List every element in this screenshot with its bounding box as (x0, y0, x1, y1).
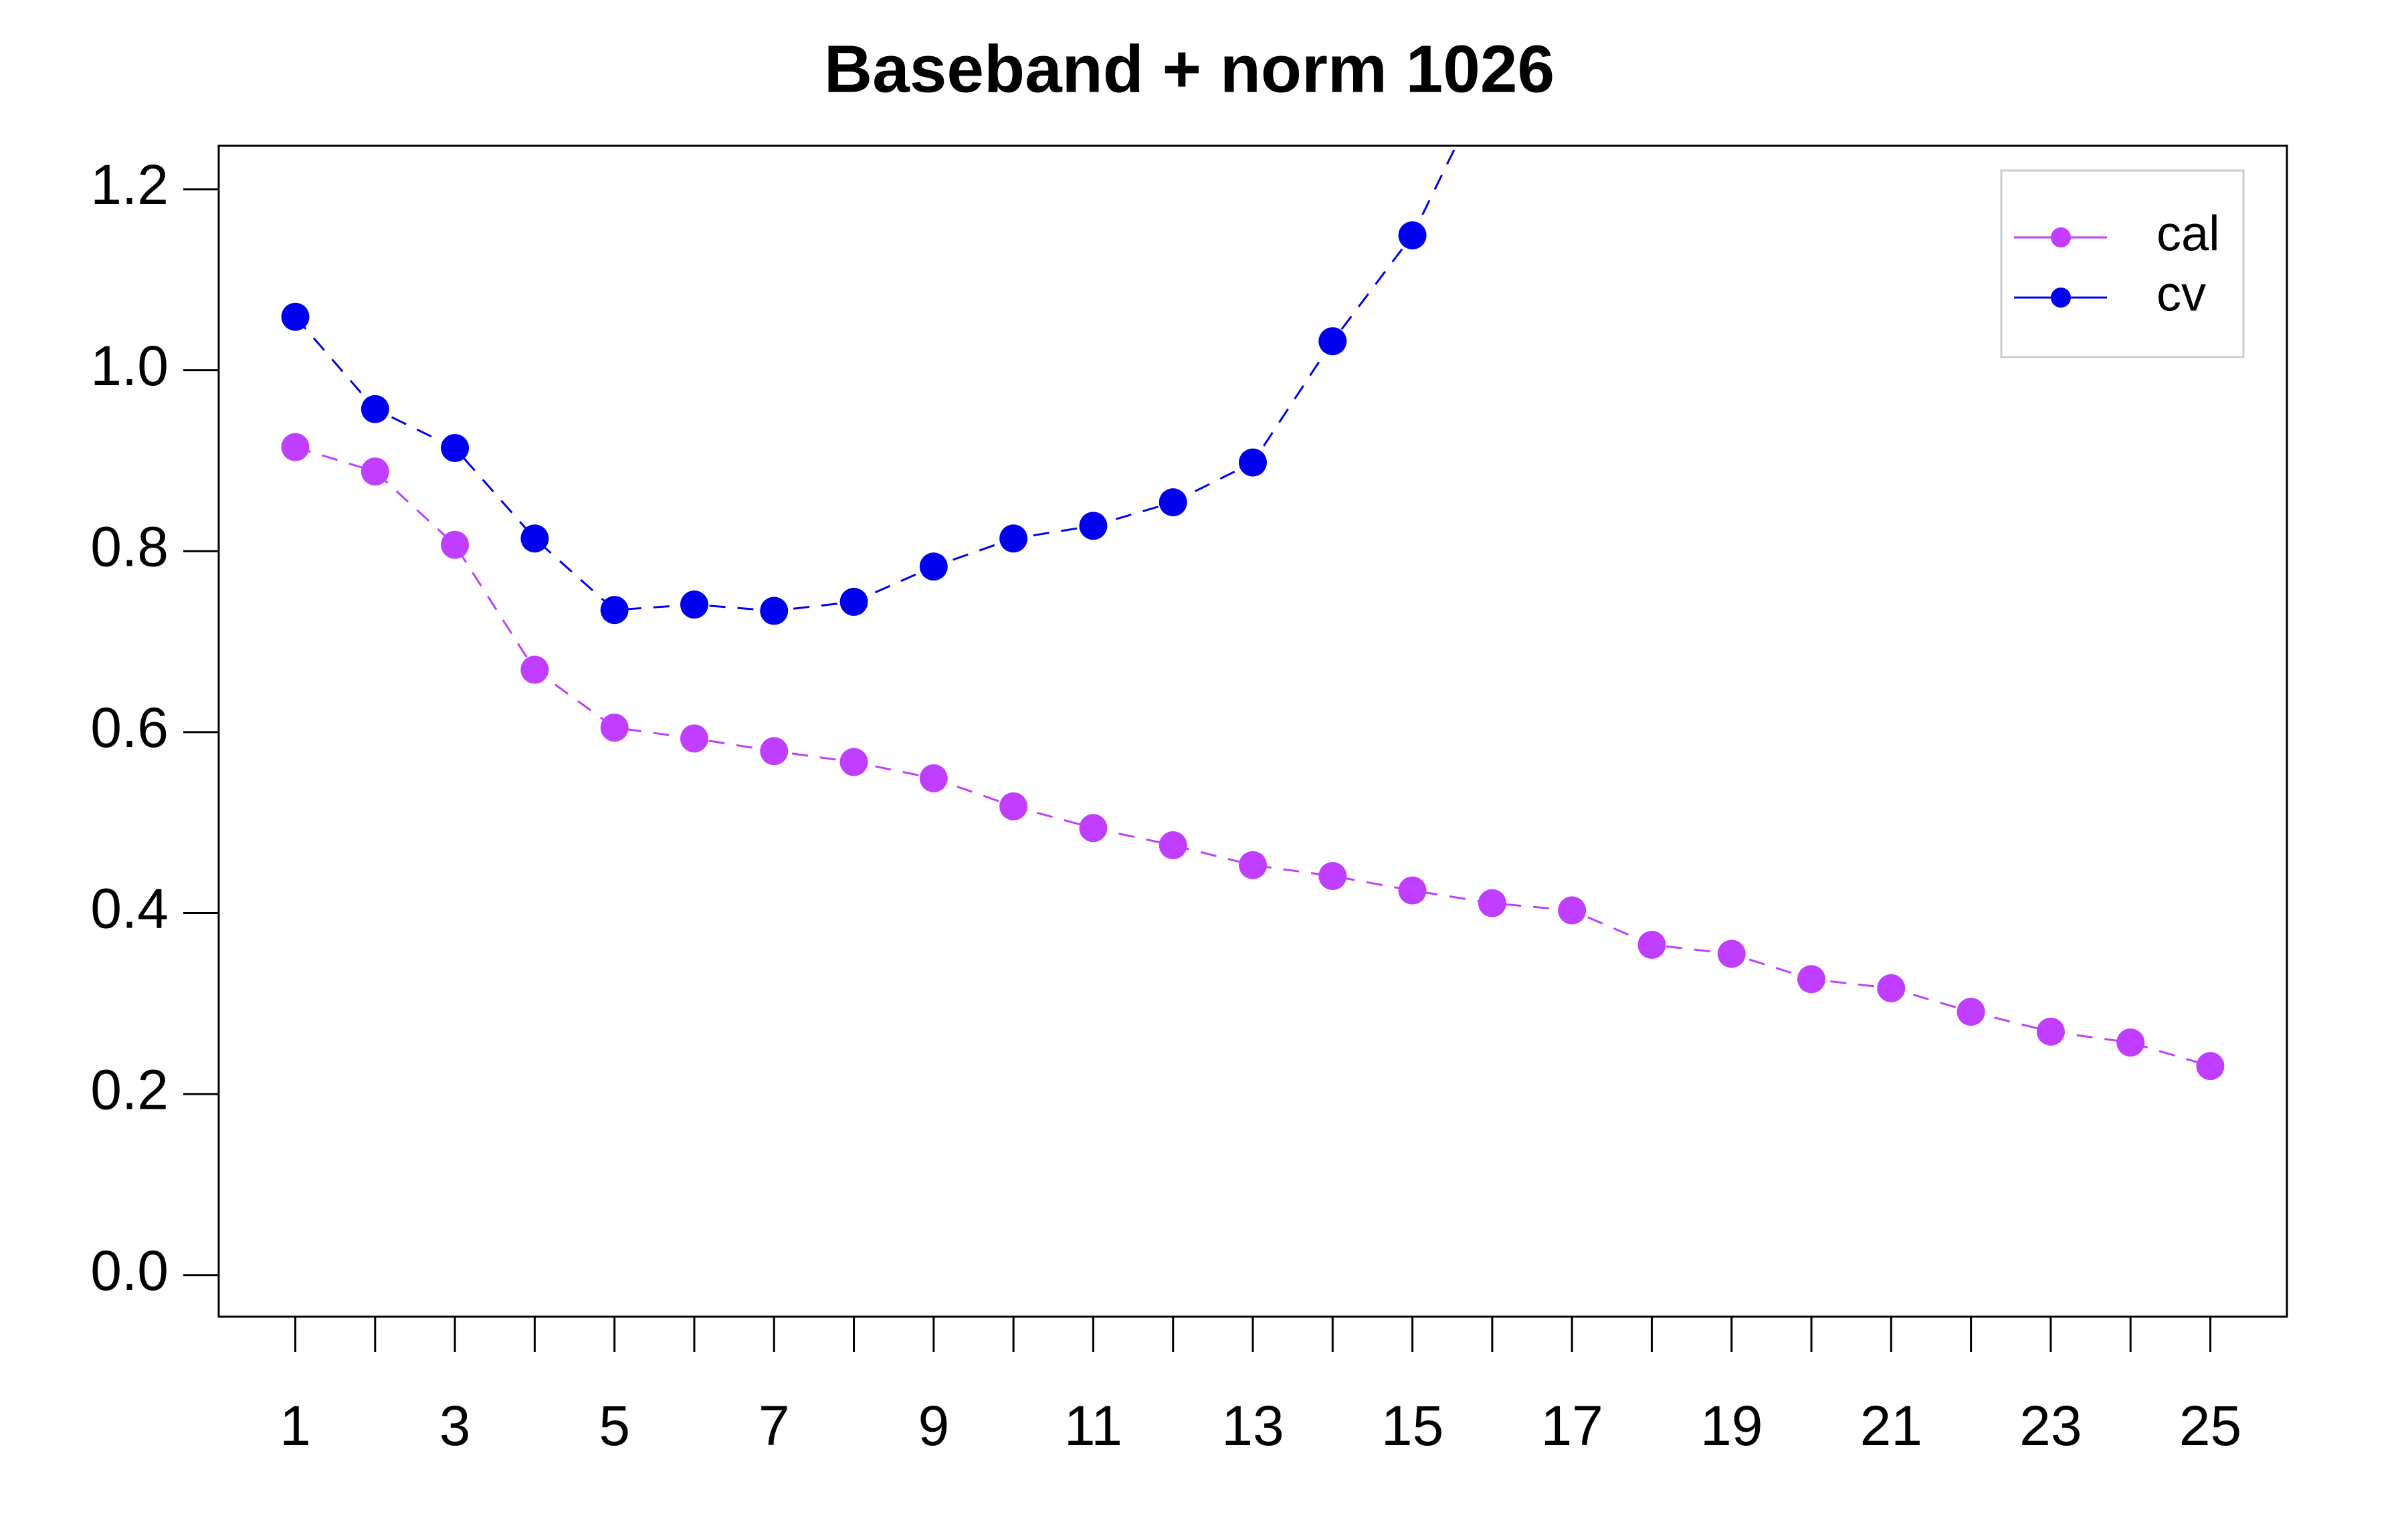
x-tick-label: 7 (759, 1394, 790, 1457)
data-point (760, 596, 789, 625)
data-point (520, 524, 549, 553)
data-point (1398, 876, 1427, 905)
y-tick-label: 0.2 (90, 1058, 169, 1121)
data-point (1159, 831, 1187, 859)
legend (2000, 169, 2245, 358)
data-point (441, 530, 470, 559)
y-tick-label: 0.0 (90, 1239, 169, 1302)
data-point (1558, 896, 1587, 925)
legend-marker (2051, 288, 2071, 308)
data-point (760, 737, 789, 766)
data-point (1079, 512, 1108, 540)
y-tick-label: 0.4 (90, 877, 169, 940)
data-point (281, 302, 310, 331)
data-point (1478, 889, 1506, 917)
data-point (1318, 327, 1347, 356)
data-point (919, 764, 948, 792)
y-tick-label: 0.6 (90, 696, 169, 759)
data-point (2196, 1052, 2225, 1081)
data-point (281, 433, 310, 461)
x-tick-label: 5 (599, 1394, 630, 1457)
data-point (1079, 814, 1108, 843)
y-tick-label: 1.2 (90, 153, 169, 216)
data-point (1318, 862, 1347, 891)
data-point (919, 552, 948, 581)
legend-label: cal (2156, 206, 2220, 261)
x-tick-label: 17 (1540, 1394, 1603, 1457)
data-point (1159, 488, 1187, 517)
legend-marker (2051, 227, 2071, 247)
series-line (294, 146, 1458, 613)
x-tick-label: 3 (439, 1394, 471, 1457)
x-tick-label: 11 (1064, 1394, 1122, 1457)
plot-frame (217, 144, 2288, 1318)
data-point (1637, 930, 1666, 959)
data-point (520, 655, 549, 684)
x-tick-label: 19 (1700, 1394, 1763, 1457)
x-tick-label: 9 (918, 1394, 949, 1457)
data-point (999, 524, 1028, 553)
data-point (1398, 221, 1427, 249)
data-point (680, 724, 708, 753)
data-point (680, 590, 708, 619)
data-point (1877, 974, 1906, 1002)
data-point (1797, 965, 1826, 994)
data-point (1956, 997, 1985, 1026)
data-point (999, 792, 1028, 821)
data-point (441, 433, 470, 462)
x-tick-label: 25 (2179, 1394, 2241, 1457)
data-point (839, 748, 868, 776)
chart-title: Baseband + norm 1026 (824, 31, 1554, 106)
y-tick-label: 1.0 (90, 334, 169, 397)
data-point (361, 395, 389, 423)
data-point (361, 457, 389, 486)
x-tick-label: 23 (2019, 1394, 2082, 1457)
x-tick-label: 1 (280, 1394, 311, 1457)
data-point (1239, 851, 1267, 879)
data-point (1717, 940, 1746, 968)
data-point (1239, 448, 1267, 477)
data-point (600, 596, 629, 625)
data-point (839, 587, 868, 616)
x-tick-label: 15 (1381, 1394, 1443, 1457)
data-point (2036, 1017, 2065, 1046)
data-point (600, 714, 629, 742)
x-tick-label: 13 (1221, 1394, 1284, 1457)
legend-label: cv (2156, 266, 2206, 322)
plot-area (281, 146, 2225, 1081)
y-tick-label: 0.8 (90, 515, 169, 578)
series-line (295, 446, 2211, 1067)
data-point (2116, 1028, 2145, 1057)
x-tick-label: 21 (1860, 1394, 1922, 1457)
